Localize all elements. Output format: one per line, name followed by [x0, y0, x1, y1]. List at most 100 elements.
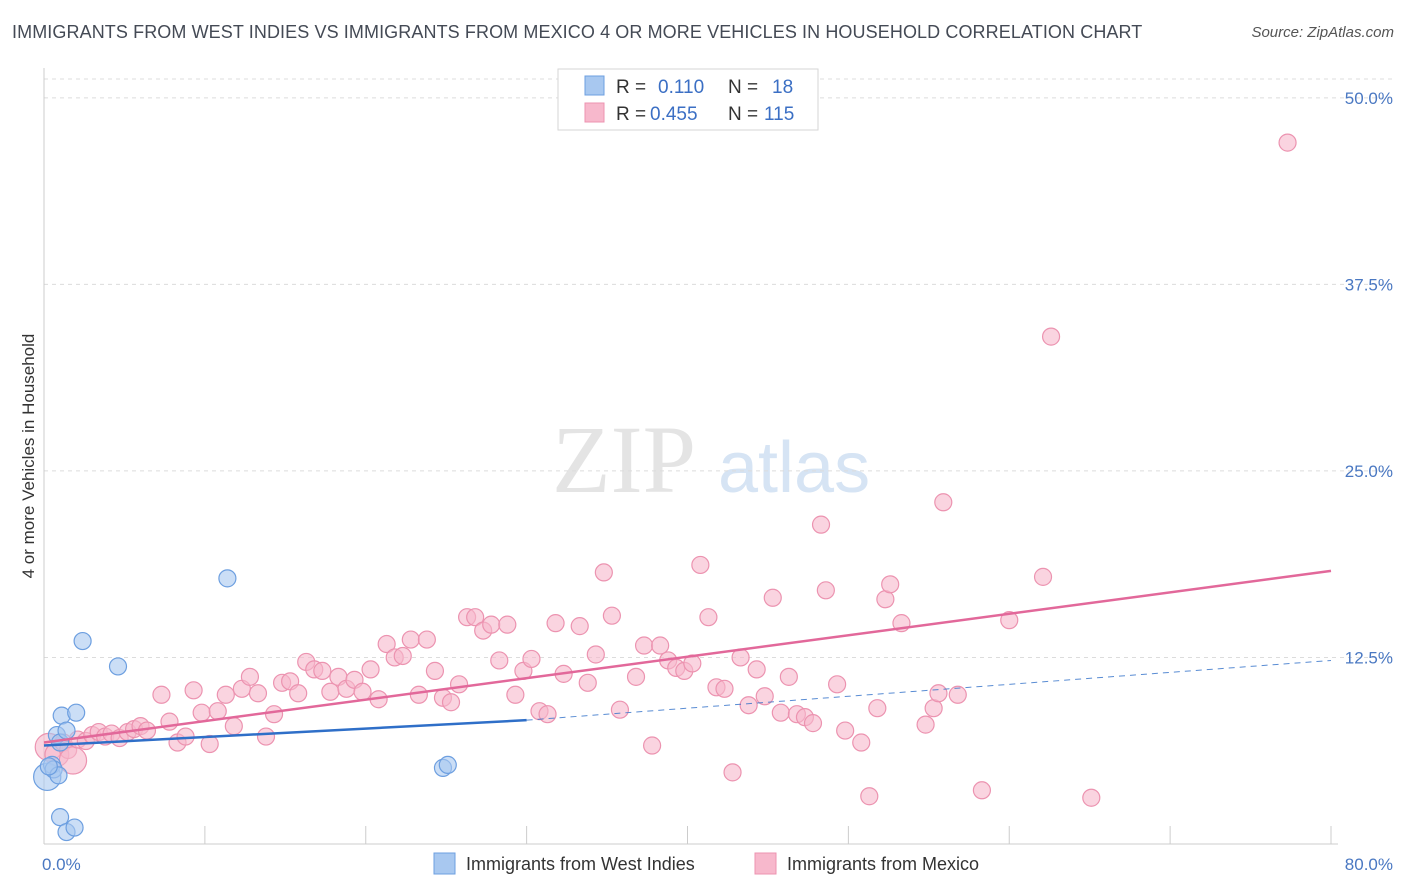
west_indies-point-10: [65, 818, 84, 837]
mexico-point-44: [377, 634, 396, 654]
mexico-point-25: [224, 717, 243, 736]
mexico-point-21: [192, 703, 211, 722]
west_indies-point-11: [67, 703, 86, 722]
bottom-legend-label-mexico: Immigrants from Mexico: [787, 854, 979, 874]
mexico-point-64: [538, 705, 557, 724]
mexico-point-24: [216, 685, 235, 704]
mexico-point-114: [1033, 567, 1053, 586]
mexico-point-16: [152, 685, 171, 704]
mexico-point-74: [634, 636, 654, 655]
mexico-point-57: [482, 615, 501, 634]
mexico-point-33: [289, 684, 308, 703]
watermark-zip: ZIP: [552, 406, 696, 513]
mexico-point-65: [546, 614, 565, 633]
mexico-point-68: [578, 673, 597, 692]
y-axis-title: 4 or more Vehicles in Household: [19, 334, 38, 579]
legend-r-value-mexico: 0.455: [650, 104, 698, 125]
mexico-point-29: [256, 727, 276, 746]
mexico-point-59: [498, 615, 517, 634]
mexico-point-22: [200, 734, 219, 754]
bottom-legend-label-west-indies: Immigrants from West Indies: [466, 854, 695, 874]
legend-swatch-mexico: [584, 102, 605, 123]
mexico-point-116: [1278, 133, 1297, 152]
trend-lines: [43, 569, 1332, 747]
mexico-point-91: [771, 703, 790, 722]
mexico-point-84: [715, 679, 734, 698]
mexico-point-36: [313, 661, 332, 680]
series-mexico-points: [34, 133, 1297, 807]
mexico-point-95: [803, 714, 823, 733]
mexico-point-102: [868, 699, 887, 718]
y-tick-label-0: 12.5%: [1345, 648, 1393, 667]
mexico-point-50: [425, 661, 445, 680]
legend-r-value-west-indies: 0.110: [658, 77, 704, 98]
correlation-legend: R = 0.110 N = 18 R = 0.455 N = 115: [557, 68, 819, 131]
legend-swatch-west-indies: [584, 75, 605, 96]
watermark-atlas: atlas: [718, 428, 870, 508]
mexico-point-82: [699, 608, 718, 627]
mexico-point-97: [816, 581, 835, 600]
mexico-point-49: [417, 630, 436, 649]
bottom-legend-swatch-west-indies: [433, 852, 456, 875]
mexico-point-28: [248, 684, 268, 703]
legend-r-label-mexico: R =: [616, 104, 646, 125]
mexico-point-27: [240, 667, 260, 686]
mexico-point-55: [466, 608, 485, 627]
west_indies-point-16: [438, 755, 457, 775]
legend-n-label-west-indies: N =: [728, 77, 758, 98]
mexico-point-69: [586, 645, 605, 664]
mexico-point-106: [916, 715, 935, 734]
trend-line-west-indies-extension: [526, 659, 1332, 721]
mexico-point-23: [208, 702, 227, 721]
mexico-point-70: [594, 563, 613, 582]
y-tick-label-1: 25.0%: [1345, 462, 1393, 481]
mexico-point-104: [881, 575, 900, 594]
mexico-point-85: [723, 763, 742, 782]
mexico-point-113: [1041, 327, 1061, 346]
mexico-point-112: [1000, 611, 1019, 630]
mexico-point-90: [763, 588, 782, 607]
mexico-point-81: [691, 555, 710, 575]
y-tick-label-2: 37.5%: [1345, 275, 1393, 294]
x-tick-label-1: 80.0%: [1345, 855, 1393, 874]
mexico-point-67: [570, 617, 589, 636]
mexico-point-100: [852, 733, 871, 752]
axes: [43, 68, 1338, 845]
legend-n-label-mexico: N =: [728, 104, 758, 125]
mexico-point-76: [651, 636, 670, 655]
mexico-point-58: [490, 651, 509, 670]
mexico-point-52: [441, 693, 461, 712]
west_indies-point-9: [57, 721, 76, 740]
x-tick-marks: [204, 826, 1332, 844]
west_indies-point-17: [39, 757, 58, 776]
legend-n-value-west-indies: 18: [772, 77, 793, 98]
mexico-point-41: [353, 682, 372, 701]
chart-source: Source: ZipAtlas.com: [1251, 24, 1394, 41]
mexico-point-53: [449, 675, 469, 694]
mexico-point-92: [779, 667, 798, 686]
mexico-point-46: [393, 646, 412, 666]
mexico-point-99: [836, 721, 855, 740]
mexico-point-60: [506, 685, 525, 704]
mexico-point-30: [264, 705, 284, 724]
west_indies-point-12: [73, 631, 92, 651]
mexico-point-48: [409, 685, 428, 704]
chart-title: IMMIGRANTS FROM WEST INDIES VS IMMIGRANT…: [12, 22, 1143, 42]
mexico-point-62: [522, 649, 541, 669]
x-tick-labels: 0.0% 80.0%: [42, 855, 1393, 874]
mexico-point-73: [626, 667, 646, 686]
mexico-point-96: [811, 515, 831, 534]
mexico-point-101: [860, 787, 879, 806]
mexico-point-89: [755, 687, 774, 706]
bottom-legend-swatch-mexico: [754, 852, 777, 875]
x-tick-label-0: 0.0%: [42, 855, 81, 874]
series-west-indies-points: [33, 569, 457, 842]
west_indies-point-14: [218, 569, 237, 588]
mexico-point-72: [610, 700, 630, 719]
mexico-point-109: [934, 493, 953, 512]
mexico-point-42: [361, 660, 380, 679]
y-tick-labels: 12.5% 25.0% 37.5% 50.0%: [1345, 89, 1393, 668]
trend-line-west-indies: [43, 718, 527, 747]
west_indies-point-13: [108, 657, 128, 676]
